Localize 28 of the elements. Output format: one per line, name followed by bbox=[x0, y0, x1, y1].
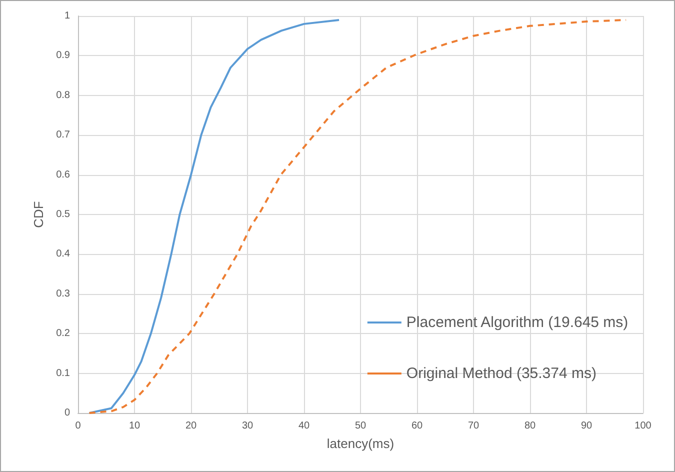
y-tick-label: 0.1 bbox=[56, 368, 70, 379]
x-axis-title: latency(ms) bbox=[326, 436, 394, 451]
x-tick-label: 70 bbox=[468, 420, 480, 432]
x-tick-label: 10 bbox=[128, 420, 140, 432]
x-tick-label: 20 bbox=[185, 420, 197, 432]
y-tick-label: 0.7 bbox=[56, 130, 70, 141]
y-tick-label: 0.8 bbox=[56, 90, 70, 101]
x-tick-label: 0 bbox=[75, 420, 82, 432]
legend-label: Original Method (35.374 ms) bbox=[406, 365, 597, 382]
x-tick-label: 50 bbox=[354, 420, 366, 432]
x-tick-label: 30 bbox=[242, 420, 254, 432]
line-series bbox=[88, 18, 340, 414]
y-tick-label: 0.2 bbox=[56, 328, 70, 340]
y-tick-label: 0.9 bbox=[56, 50, 70, 62]
x-tick-label: 100 bbox=[634, 420, 652, 432]
x-tick-label: 60 bbox=[411, 420, 423, 432]
y-tick-label: 0.3 bbox=[56, 288, 70, 300]
x-tick-label: 90 bbox=[580, 420, 592, 432]
x-tick-label: 80 bbox=[524, 420, 536, 432]
y-tick-label: 0 bbox=[64, 408, 70, 418]
y-axis-title: CDF bbox=[31, 201, 46, 228]
y-tick-label: 0.4 bbox=[56, 248, 70, 260]
x-tick-label: 40 bbox=[298, 420, 310, 432]
y-tick-label: 0.5 bbox=[56, 209, 70, 220]
y-tick-label: 1 bbox=[64, 10, 70, 22]
y-tick-label: 0.6 bbox=[56, 169, 70, 180]
line-series bbox=[88, 18, 628, 414]
legend-label: Placement Algorithm (19.645 ms) bbox=[406, 314, 628, 331]
